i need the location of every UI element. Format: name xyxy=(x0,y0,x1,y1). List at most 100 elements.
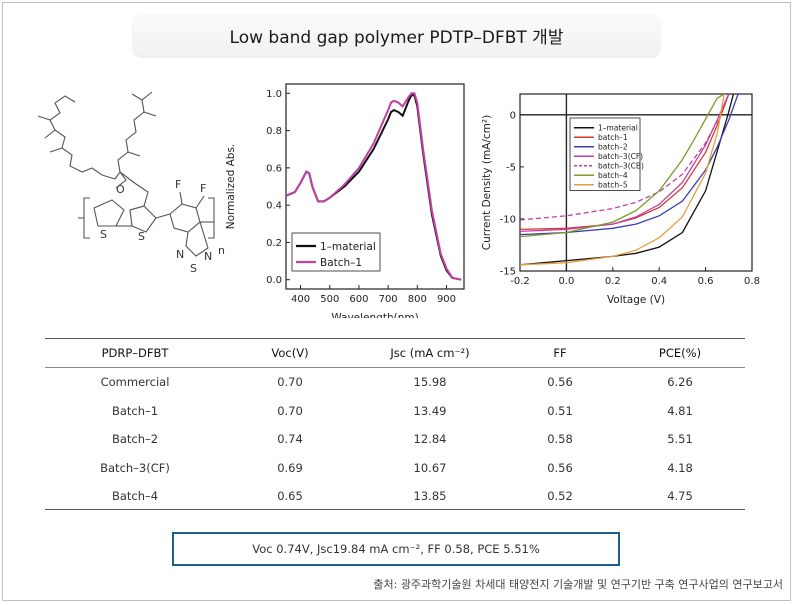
table-row: Batch–3(CF) 0.69 10.67 0.56 4.18 xyxy=(45,454,745,483)
table-row: Batch–1 0.70 13.49 0.51 4.81 xyxy=(45,397,745,426)
atom-s3: S xyxy=(190,262,197,275)
legend-label: Batch–1 xyxy=(320,257,362,269)
cell-material: Commercial xyxy=(100,375,170,390)
x-axis-label: Wavelength(nm) xyxy=(331,312,418,318)
legend-label: batch–3(CB) xyxy=(598,161,644,170)
x-tick-label: 0.0 xyxy=(558,276,574,287)
legend-label: batch–4 xyxy=(598,171,628,180)
cell-jsc: 13.85 xyxy=(413,489,447,504)
x-tick-label: 900 xyxy=(437,294,456,305)
absorption-chart: 400 500 600 700 800 900 0.0 0.2 0.4 0.6 0.8 1.0 Wave… xyxy=(225,83,465,318)
y-axis-label: Current Density (mA/cm²) xyxy=(481,115,493,250)
legend-label: 1–material xyxy=(320,241,376,253)
legend-box xyxy=(291,232,381,272)
atom-f2: F xyxy=(200,182,206,195)
x-tick-label: 0.8 xyxy=(744,276,760,287)
page-title-text: Low band gap polymer PDTP–DFBT 개발 xyxy=(229,27,564,48)
cell-pce: 4.75 xyxy=(667,489,693,504)
y-tick-label: 0.0 xyxy=(266,275,282,286)
cell-material: Batch–3(CF) xyxy=(100,460,170,475)
cell-ff: 0.58 xyxy=(547,432,573,447)
plot-frame xyxy=(285,83,465,290)
y-tick-label: 0.6 xyxy=(266,163,282,174)
cell-voc: 0.70 xyxy=(277,403,303,418)
x-tick-label: 800 xyxy=(408,294,427,305)
series-line xyxy=(520,94,725,266)
cell-pce: 5.51 xyxy=(667,432,693,447)
y-tick-label: -15 xyxy=(500,267,516,278)
header-ff: FF xyxy=(553,346,567,360)
cell-voc: 0.65 xyxy=(277,489,303,504)
cell-material: Batch–4 xyxy=(111,489,159,504)
y-tick-label: 1.0 xyxy=(266,89,282,100)
series-line xyxy=(520,94,730,221)
y-tick-label: 0 xyxy=(510,110,516,121)
y-tick-label: 0.2 xyxy=(266,238,282,249)
cell-ff: 0.56 xyxy=(547,460,573,475)
cell-voc: 0.69 xyxy=(277,460,303,475)
legend-label: 1–material xyxy=(598,123,638,132)
cell-voc: 0.74 xyxy=(277,432,303,447)
series-line xyxy=(520,94,735,266)
x-tick-label: 500 xyxy=(320,294,339,305)
header-voc: Voc(V) xyxy=(271,346,309,360)
header-pce: PCE(%) xyxy=(658,346,702,360)
legend-label: batch–2 xyxy=(598,142,628,151)
cell-ff: 0.52 xyxy=(547,489,573,504)
cell-jsc: 12.84 xyxy=(413,432,447,447)
x-tick-label: 700 xyxy=(379,294,398,305)
legend-box xyxy=(569,117,641,191)
legend-label: batch–5 xyxy=(598,180,628,189)
y-axis-label: Normalized Abs. xyxy=(225,144,237,230)
cell-pce: 4.81 xyxy=(667,403,693,418)
table-header-row: PDRP–DFBT Voc(V) Jsc (mA cm⁻²) FF PCE(%) xyxy=(45,338,745,368)
x-axis-label: Voltage (V) xyxy=(607,294,665,306)
atom-n1: N xyxy=(176,248,184,261)
atom-s1: S xyxy=(100,228,107,241)
atom-o: O xyxy=(116,183,125,196)
series-line xyxy=(286,92,462,281)
cell-pce: 6.26 xyxy=(667,375,693,390)
cell-jsc: 10.67 xyxy=(413,460,447,475)
jv-chart: -0.2 0.0 0.2 0.4 0.6 0.8 0 -5 -10 -15 Voltage (V) C… xyxy=(481,93,760,306)
table-row: Commercial 0.70 15.98 0.56 6.26 xyxy=(45,368,745,397)
cell-ff: 0.51 xyxy=(547,403,573,418)
y-tick-label: -5 xyxy=(506,162,516,173)
header-jsc: Jsc (mA cm⁻²) xyxy=(390,346,470,360)
x-tick-label: 0.4 xyxy=(651,276,667,287)
summary-text: Voc 0.74V, Jsc19.84 mA cm⁻², FF 0.58, PC… xyxy=(252,542,540,556)
y-tick-label: 0.8 xyxy=(266,126,282,137)
summary-box: Voc 0.74V, Jsc19.84 mA cm⁻², FF 0.58, PC… xyxy=(172,532,620,566)
cell-pce: 4.18 xyxy=(667,460,693,475)
atom-n2: N xyxy=(204,250,212,263)
y-tick-label: -10 xyxy=(500,214,516,225)
header-material: PDRP–DFBT xyxy=(101,346,169,360)
atom-n-sub: n xyxy=(218,244,225,257)
legend-label: batch–1 xyxy=(598,133,628,142)
cell-material: Batch–2 xyxy=(111,432,159,447)
molecule-structure: O F F S S N N S n xyxy=(37,91,225,275)
x-tick-label: 0.2 xyxy=(605,276,621,287)
page-title: Low band gap polymer PDTP–DFBT 개발 xyxy=(133,14,660,56)
table-row: Batch–4 0.65 13.85 0.52 4.75 xyxy=(45,482,745,511)
cell-jsc: 13.49 xyxy=(413,403,447,418)
y-tick-label: 0.4 xyxy=(266,201,282,212)
x-tick-label: 600 xyxy=(349,294,368,305)
plot-frame xyxy=(519,93,753,272)
atom-s2: S xyxy=(138,230,145,243)
table-row: Batch–2 0.74 12.84 0.58 5.51 xyxy=(45,425,745,454)
cell-voc: 0.70 xyxy=(277,375,303,390)
table-bottom-rule xyxy=(45,509,745,510)
x-tick-label: 400 xyxy=(291,294,310,305)
source-caption: 출처: 광주과학기술원 차세대 태양전지 기술개발 및 연구기반 구축 연구사업… xyxy=(373,578,783,591)
series-line xyxy=(520,94,725,238)
legend-label: batch–3(CF) xyxy=(598,152,643,161)
x-tick-label: -0.2 xyxy=(510,276,530,287)
cell-material: Batch–1 xyxy=(111,403,159,418)
atom-f1: F xyxy=(175,178,181,191)
series-line xyxy=(520,94,739,236)
cell-ff: 0.56 xyxy=(547,375,573,390)
performance-table: PDRP–DFBT Voc(V) Jsc (mA cm⁻²) FF PCE(%)… xyxy=(45,338,745,511)
cell-jsc: 15.98 xyxy=(413,375,447,390)
